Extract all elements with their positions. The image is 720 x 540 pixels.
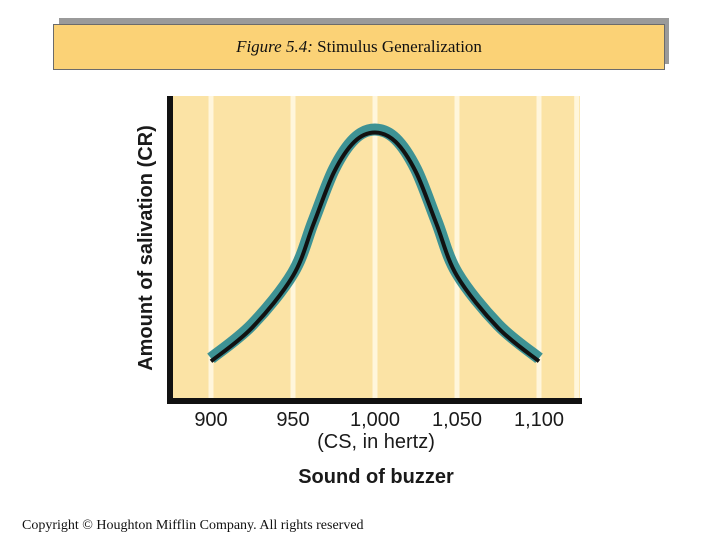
curve-line — [209, 130, 541, 363]
figure-title-box: Figure 5.4: Stimulus Generalization — [53, 24, 665, 70]
x-tick-label: 1,000 — [350, 409, 400, 431]
x-tick-labels: 900 950 1,000 1,050 1,100 — [194, 409, 564, 431]
figure-label: Figure 5.4: — [236, 37, 313, 56]
x-tick-label: 900 — [194, 409, 227, 431]
figure-title: Stimulus Generalization — [317, 37, 482, 56]
salivation-curve — [207, 123, 543, 364]
x-axis-title: Sound of buzzer — [298, 466, 454, 488]
x-tick-label: 1,050 — [432, 409, 482, 431]
y-axis-label: Amount of salivation (CR) — [135, 125, 157, 371]
x-tick-label: 1,100 — [514, 409, 564, 431]
x-tick-label: 950 — [276, 409, 309, 431]
copyright-notice: Copyright © Houghton Mifflin Company. Al… — [22, 518, 364, 533]
x-axis-label: (CS, in hertz) — [317, 431, 435, 453]
gridlines — [208, 96, 580, 401]
